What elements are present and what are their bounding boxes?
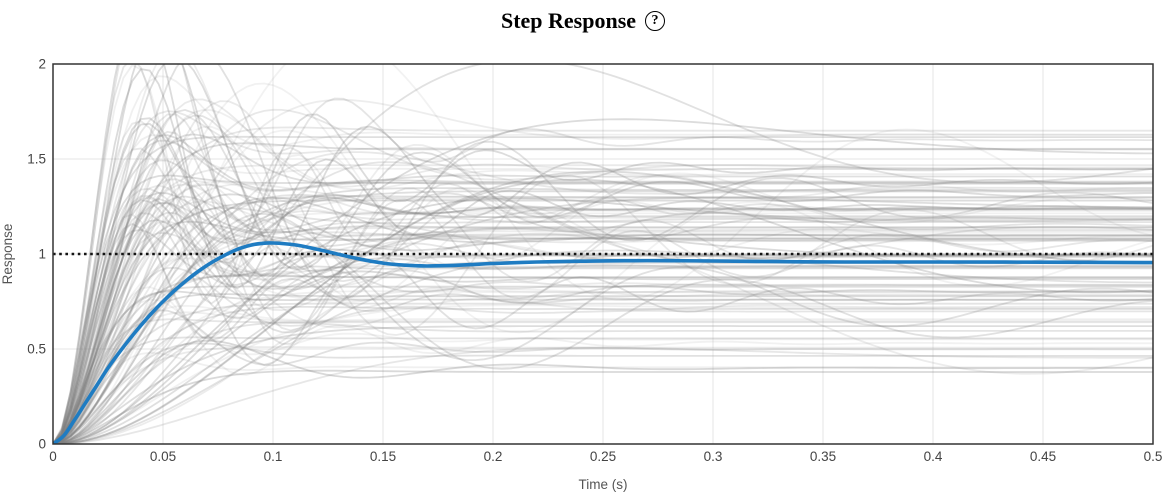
x-axis-label: Time (s) — [579, 477, 628, 492]
y-tick-label: 2 — [38, 57, 46, 72]
chart-header: Step Response ? — [0, 0, 1166, 39]
ensemble-curves — [53, 64, 1153, 444]
nominal-curve — [53, 241, 1153, 444]
step-response-plot: 0 0.05 0.1 0.15 0.2 0.25 0.3 0.35 0.4 0.45 0.5 0 0.5… — [0, 57, 1163, 493]
y-tick-label: 0.5 — [27, 342, 46, 357]
gridlines — [53, 64, 1153, 444]
step-response-chart: 0 0.05 0.1 0.15 0.2 0.25 0.3 0.35 0.4 0.45 0.5 0 0.5… — [0, 39, 1166, 497]
x-tick-label: 0.3 — [704, 449, 723, 464]
y-tick-label: 1.5 — [27, 152, 46, 167]
x-tick-label: 0.35 — [810, 449, 836, 464]
x-tick-label: 0.2 — [484, 449, 503, 464]
x-tick-label: 0.1 — [264, 449, 283, 464]
x-tick-label: 0.5 — [1144, 449, 1163, 464]
x-tick-label: 0 — [49, 449, 57, 464]
help-icon[interactable]: ? — [645, 11, 666, 31]
x-tick-label: 0.05 — [150, 449, 176, 464]
x-tick-label: 0.45 — [1030, 449, 1056, 464]
x-tick-label: 0.25 — [590, 449, 616, 464]
x-tick-label: 0.15 — [370, 449, 396, 464]
plot-border — [52, 63, 1154, 445]
page-title: Step Response — [500, 8, 637, 33]
y-tick-label: 1 — [38, 247, 46, 262]
x-tick-label: 0.4 — [924, 449, 943, 464]
y-tick-label: 0 — [38, 437, 46, 452]
y-axis-label: Response — [0, 224, 15, 285]
